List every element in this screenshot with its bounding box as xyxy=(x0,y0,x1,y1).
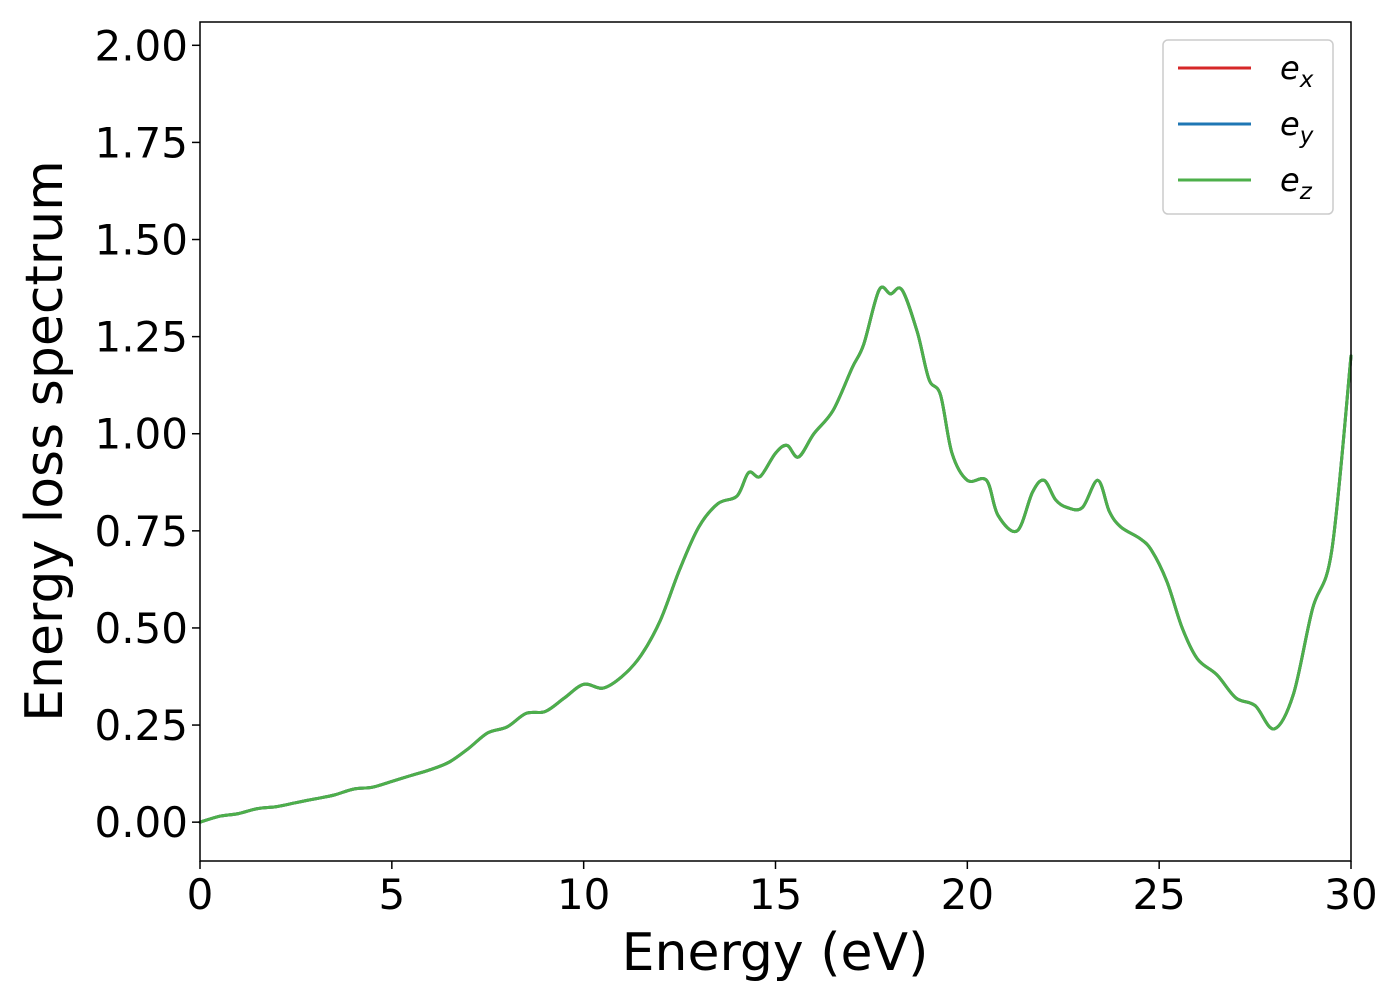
x-tick-label: 30 xyxy=(1324,870,1377,919)
y-tick-label: 0.25 xyxy=(94,701,188,750)
series-line-e-z xyxy=(198,285,1353,824)
legend-box xyxy=(1162,39,1334,215)
x-tick-label: 25 xyxy=(1132,870,1185,919)
y-tick-label: 0.75 xyxy=(94,507,188,556)
y-tick-label: 1.25 xyxy=(94,313,188,362)
legend-subscript: z xyxy=(1299,179,1313,205)
y-tick-label: 0.50 xyxy=(94,604,188,653)
y-axis: 0.00 0.25 0.50 0.75 1.00 1.25 1.50 1.75 2.00 xyxy=(94,21,200,847)
series-line-e-x xyxy=(198,285,1353,824)
y-axis-label: Energy loss spectrum xyxy=(15,160,75,722)
x-axis-label: Energy (eV) xyxy=(622,923,929,983)
legend-symbol: e xyxy=(1280,161,1300,199)
legend-symbol: e xyxy=(1280,105,1300,143)
y-tick-label: 1.75 xyxy=(94,118,188,167)
y-tick-label: 1.00 xyxy=(94,410,188,459)
plot-area xyxy=(198,285,1353,824)
x-tick-label: 15 xyxy=(749,870,802,919)
x-tick-label: 20 xyxy=(941,870,994,919)
legend-label-x: ex xyxy=(1280,49,1314,93)
x-axis: 0 5 10 15 20 25 30 xyxy=(187,861,1378,919)
y-tick-label: 1.50 xyxy=(94,216,188,265)
x-tick-label: 0 xyxy=(187,870,214,919)
legend-symbol: e xyxy=(1280,49,1300,87)
series-line-e-y xyxy=(198,285,1353,824)
y-tick-label: 2.00 xyxy=(94,21,188,70)
legend-subscript: y xyxy=(1299,123,1314,149)
legend-label-y: ey xyxy=(1280,105,1314,149)
x-tick-label: 10 xyxy=(557,870,610,919)
legend-subscript: x xyxy=(1299,67,1314,93)
y-tick-label: 0.00 xyxy=(94,798,188,847)
legend-label-z: ez xyxy=(1280,161,1313,205)
x-tick-label: 5 xyxy=(378,870,405,919)
